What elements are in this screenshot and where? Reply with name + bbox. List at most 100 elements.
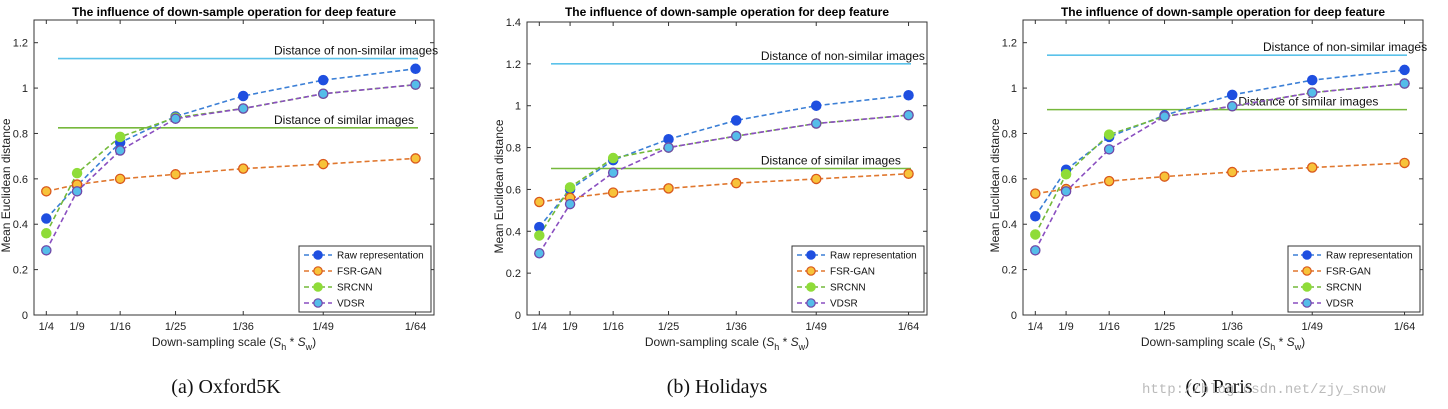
x-axis-label-part: w: [798, 342, 806, 352]
x-tick-label: 1/9: [1058, 321, 1073, 333]
data-point-srcnn: [564, 182, 576, 193]
reference-line-label: Distance of similar images: [1238, 95, 1378, 109]
data-point-raw: [1030, 211, 1041, 222]
x-tick-label: 1/36: [1222, 321, 1243, 333]
data-point-fsr: [903, 168, 914, 179]
legend-marker-srcnn: [313, 282, 323, 292]
data-point-fsr: [114, 173, 126, 185]
legend-marker-raw: [806, 250, 816, 260]
data-point-vdsr: [71, 186, 83, 197]
x-tick-label: 1/64: [898, 321, 919, 333]
x-axis-label-part: h: [774, 342, 779, 352]
figure-caption: (c) Paris: [1185, 376, 1252, 398]
data-point-raw: [237, 90, 249, 102]
data-point-fsr: [237, 163, 249, 174]
y-tick-label: 1.2: [1002, 38, 1017, 50]
x-axis-label-part: w: [305, 342, 313, 352]
legend-marker-vdsr: [313, 298, 323, 308]
x-axis-label-part: ): [805, 335, 809, 349]
x-axis-label-part: ): [1301, 335, 1305, 349]
y-axis-label: Mean Euclidean distance: [988, 118, 1002, 252]
y-tick-label: 0: [1011, 310, 1017, 322]
legend-marker-srcnn: [1302, 282, 1312, 292]
x-tick-label: 1/36: [233, 321, 254, 333]
y-tick-label: 0.4: [506, 226, 521, 238]
data-point-vdsr: [1226, 100, 1238, 112]
x-tick-label: 1/9: [69, 321, 84, 333]
data-point-vdsr: [410, 79, 421, 90]
data-point-srcnn: [1103, 129, 1115, 140]
y-tick-label: 0: [22, 310, 28, 322]
x-axis-label-part: Down-sampling scale (: [152, 335, 273, 349]
data-point-vdsr: [41, 245, 52, 256]
reference-line-label: Distance of similar images: [274, 113, 414, 127]
legend-marker-fsr: [313, 266, 323, 276]
data-point-vdsr: [810, 118, 822, 129]
data-point-vdsr: [663, 142, 674, 153]
data-point-vdsr: [1060, 186, 1072, 197]
data-point-vdsr: [607, 167, 619, 178]
y-tick-label: 0.4: [13, 219, 28, 231]
data-point-vdsr: [170, 113, 181, 124]
x-axis-label: Down-sampling scale (Sh * Sw): [1141, 335, 1305, 352]
x-tick-label: 1/25: [658, 321, 679, 333]
data-point-fsr: [1103, 175, 1115, 187]
legend-label: SRCNN: [830, 283, 866, 294]
x-tick-label: 1/64: [1394, 321, 1415, 333]
data-point-fsr: [534, 196, 545, 208]
y-tick-label: 1.2: [13, 38, 28, 50]
x-tick-label: 1/4: [39, 321, 54, 333]
x-tick-label: 1/49: [313, 321, 334, 333]
chart-panel-2: The influence of down-sample operation f…: [492, 5, 928, 398]
data-point-srcnn: [534, 230, 545, 241]
legend-label: Raw representation: [337, 251, 424, 262]
data-point-raw: [41, 213, 52, 224]
legend-label: Raw representation: [1326, 251, 1413, 262]
data-point-raw: [810, 100, 822, 111]
data-point-vdsr: [534, 248, 545, 259]
data-point-vdsr: [317, 88, 329, 100]
x-axis-label-part: S: [1287, 335, 1295, 349]
x-tick-label: 1/25: [165, 321, 186, 333]
data-point-fsr: [1159, 171, 1170, 182]
x-axis-label-part: h: [281, 342, 286, 352]
data-point-raw: [1226, 89, 1238, 101]
chart-title: The influence of down-sample operation f…: [1061, 5, 1385, 19]
data-point-srcnn: [1030, 229, 1041, 240]
legend-marker-fsr: [1302, 266, 1312, 276]
chart-title: The influence of down-sample operation f…: [72, 5, 396, 19]
legend-label: FSR-GAN: [830, 267, 875, 278]
reference-line-label: Distance of similar images: [761, 154, 901, 168]
y-tick-label: 0.6: [1002, 174, 1017, 186]
y-axis-label: Mean Euclidean distance: [492, 119, 506, 253]
x-tick-label: 1/49: [1302, 321, 1323, 333]
data-point-vdsr: [1030, 245, 1041, 256]
legend-label: VDSR: [830, 299, 858, 310]
y-tick-label: 1: [22, 83, 28, 95]
data-point-srcnn: [114, 131, 126, 143]
y-tick-label: 0.2: [1002, 265, 1017, 277]
data-point-vdsr: [1399, 78, 1410, 89]
y-tick-label: 0.6: [13, 174, 28, 186]
data-point-raw: [1306, 74, 1318, 86]
x-axis-label: Down-sampling scale (Sh * Sw): [645, 335, 809, 352]
y-tick-label: 1.2: [506, 59, 521, 71]
data-point-vdsr: [564, 198, 576, 210]
legend-marker-srcnn: [806, 282, 816, 292]
panels: The influence of down-sample operation f…: [0, 5, 1427, 398]
x-axis-label-part: S: [298, 335, 306, 349]
x-axis-label-part: ): [312, 335, 316, 349]
data-point-fsr: [607, 187, 619, 198]
data-point-fsr: [1399, 157, 1410, 169]
reference-line-label: Distance of non-similar images: [274, 44, 438, 58]
x-tick-label: 1/4: [1028, 321, 1043, 333]
legend-marker-fsr: [806, 266, 816, 276]
y-tick-label: 1: [1011, 83, 1017, 95]
x-axis-label-part: S: [766, 335, 774, 349]
data-point-vdsr: [114, 145, 126, 156]
y-tick-label: 0.8: [13, 128, 28, 140]
legend-label: FSR-GAN: [337, 267, 382, 278]
x-axis-label-part: *: [779, 335, 790, 349]
data-point-srcnn: [1060, 169, 1072, 180]
x-tick-label: 1/25: [1154, 321, 1175, 333]
